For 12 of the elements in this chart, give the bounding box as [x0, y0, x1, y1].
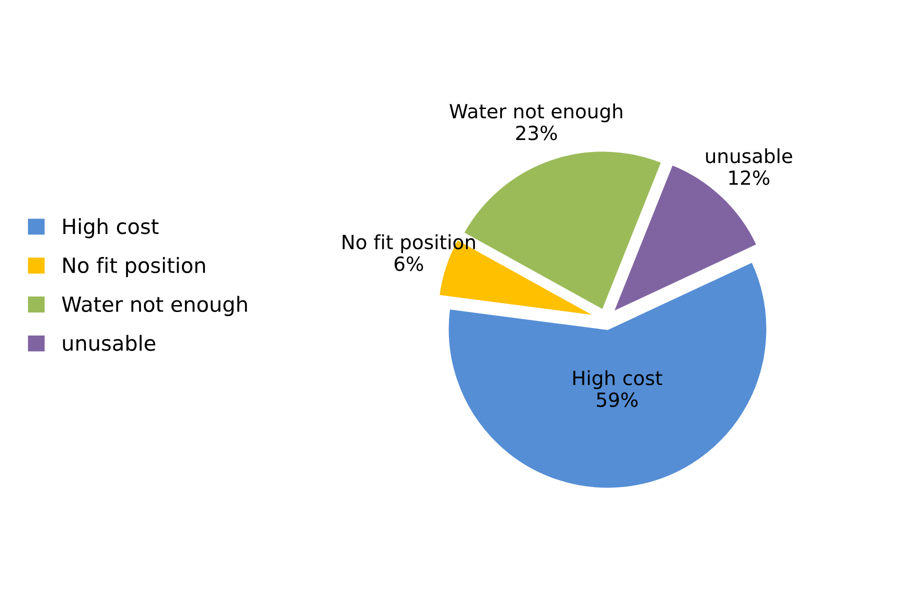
legend-label: High cost: [63, 218, 159, 238]
legend-label: No fit position: [63, 257, 205, 278]
slice-label: No fit position: [342, 234, 475, 254]
data-label: 6%: [394, 256, 424, 272]
slice-label: Water not enough: [450, 103, 622, 122]
slice-label: unusable: [706, 148, 792, 164]
legend-label: Water not enough: [62, 296, 247, 316]
legend-label: unusable: [63, 334, 156, 351]
data-label: 59%: [596, 392, 638, 408]
data-label: 12%: [729, 170, 770, 186]
data-label: 23%: [516, 126, 557, 140]
slice-label: High cost: [573, 370, 662, 390]
